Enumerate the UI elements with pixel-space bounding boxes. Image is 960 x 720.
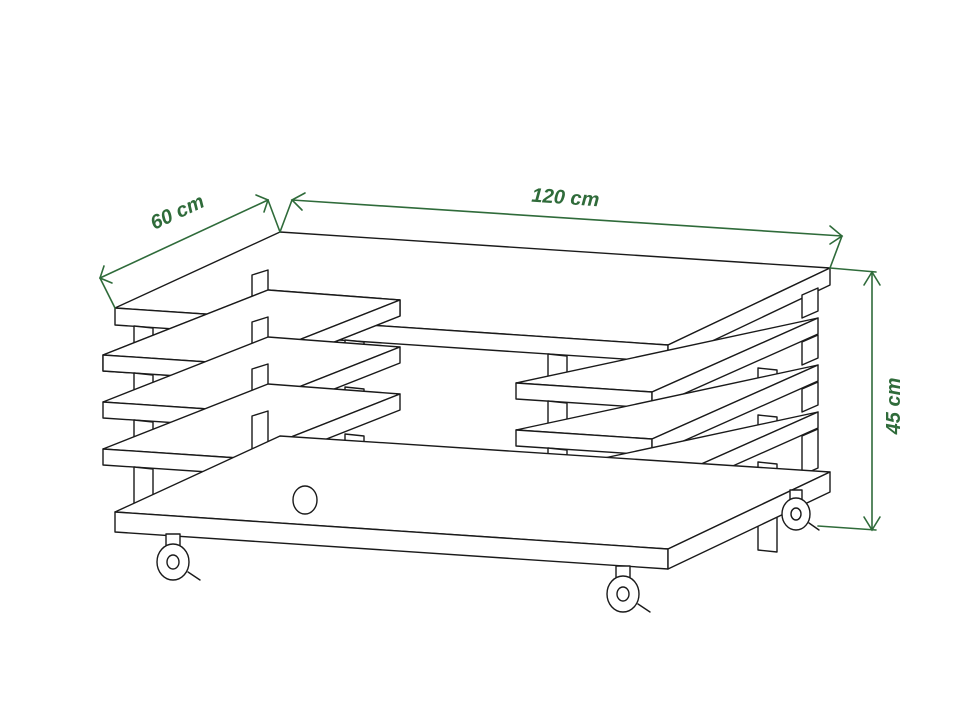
furniture-outline — [103, 232, 830, 612]
dim-width-label: 120 cm — [531, 185, 600, 212]
furniture-dimension-diagram: 60 cm 120 cm 45 cm — [0, 0, 960, 720]
dim-height-label: 45 cm — [883, 378, 905, 436]
dim-depth-label: 60 cm — [147, 191, 208, 235]
